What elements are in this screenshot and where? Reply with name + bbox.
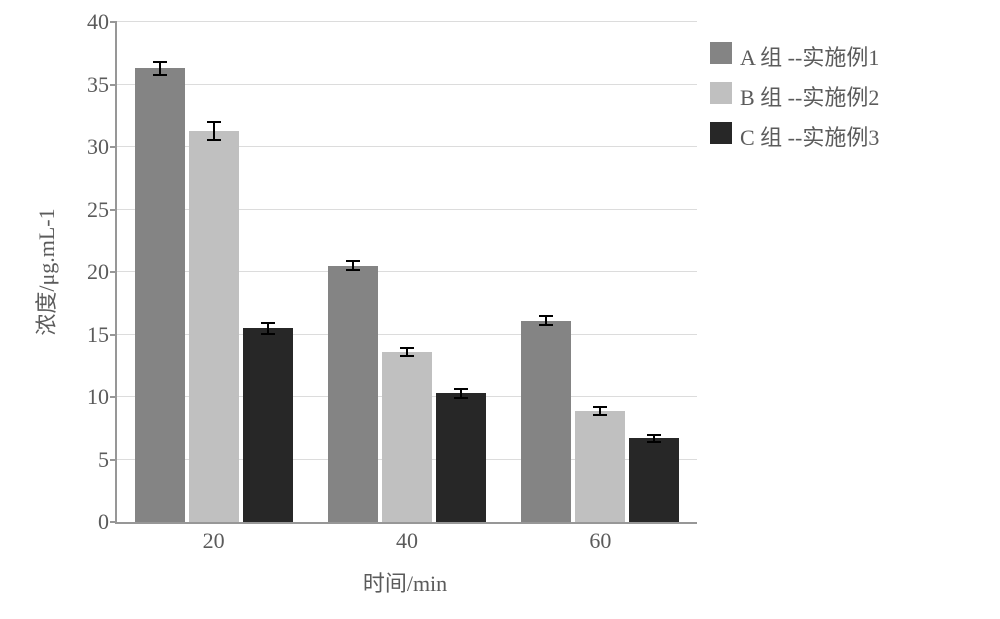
error-cap bbox=[647, 434, 661, 436]
legend-label: B 组 --实施例2 bbox=[740, 80, 879, 112]
bar-series-A bbox=[521, 321, 571, 522]
plot-area: 0510152025303540204060 bbox=[115, 22, 697, 524]
y-axis-title: 浓度/μg.mL-1 bbox=[29, 208, 61, 335]
error-cap bbox=[346, 260, 360, 262]
legend-swatch bbox=[710, 122, 732, 144]
error-cap bbox=[261, 333, 275, 335]
error-cap bbox=[593, 414, 607, 416]
bar-series-C bbox=[436, 393, 486, 522]
bar-series-B bbox=[189, 131, 239, 522]
error-cap bbox=[153, 61, 167, 63]
bar-chart: 0510152025303540204060 浓度/μg.mL-1 时间/min… bbox=[0, 0, 1000, 619]
grid-line bbox=[117, 21, 697, 22]
y-tick-label: 30 bbox=[87, 134, 117, 160]
error-cap bbox=[207, 139, 221, 141]
y-tick-label: 40 bbox=[87, 9, 117, 35]
error-cap bbox=[539, 324, 553, 326]
y-tick-label: 35 bbox=[87, 72, 117, 98]
legend-label: A 组 --实施例1 bbox=[740, 40, 879, 72]
error-cap bbox=[400, 355, 414, 357]
y-tick-label: 10 bbox=[87, 384, 117, 410]
bar-series-A bbox=[328, 266, 378, 522]
error-cap bbox=[261, 322, 275, 324]
error-cap bbox=[647, 441, 661, 443]
y-tick-label: 5 bbox=[98, 447, 117, 473]
error-cap bbox=[539, 315, 553, 317]
y-tick-label: 25 bbox=[87, 197, 117, 223]
bar-series-B bbox=[382, 352, 432, 522]
x-tick-label: 60 bbox=[589, 522, 611, 554]
error-cap bbox=[454, 397, 468, 399]
legend-swatch bbox=[710, 82, 732, 104]
bar-series-B bbox=[575, 411, 625, 522]
y-tick-label: 20 bbox=[87, 259, 117, 285]
error-cap bbox=[593, 406, 607, 408]
x-tick-label: 40 bbox=[396, 522, 418, 554]
error-cap bbox=[454, 388, 468, 390]
legend-swatch bbox=[710, 42, 732, 64]
x-tick-label: 20 bbox=[203, 522, 225, 554]
bar-series-C bbox=[629, 438, 679, 522]
error-cap bbox=[207, 121, 221, 123]
x-axis-title: 时间/min bbox=[363, 566, 447, 598]
bar-series-A bbox=[135, 68, 185, 522]
legend-label: C 组 --实施例3 bbox=[740, 120, 879, 152]
error-bar bbox=[213, 122, 215, 140]
y-tick-label: 15 bbox=[87, 322, 117, 348]
error-cap bbox=[400, 347, 414, 349]
y-tick-label: 0 bbox=[98, 509, 117, 535]
bar-series-C bbox=[243, 328, 293, 522]
grid-line bbox=[117, 84, 697, 85]
error-cap bbox=[346, 269, 360, 271]
error-cap bbox=[153, 74, 167, 76]
